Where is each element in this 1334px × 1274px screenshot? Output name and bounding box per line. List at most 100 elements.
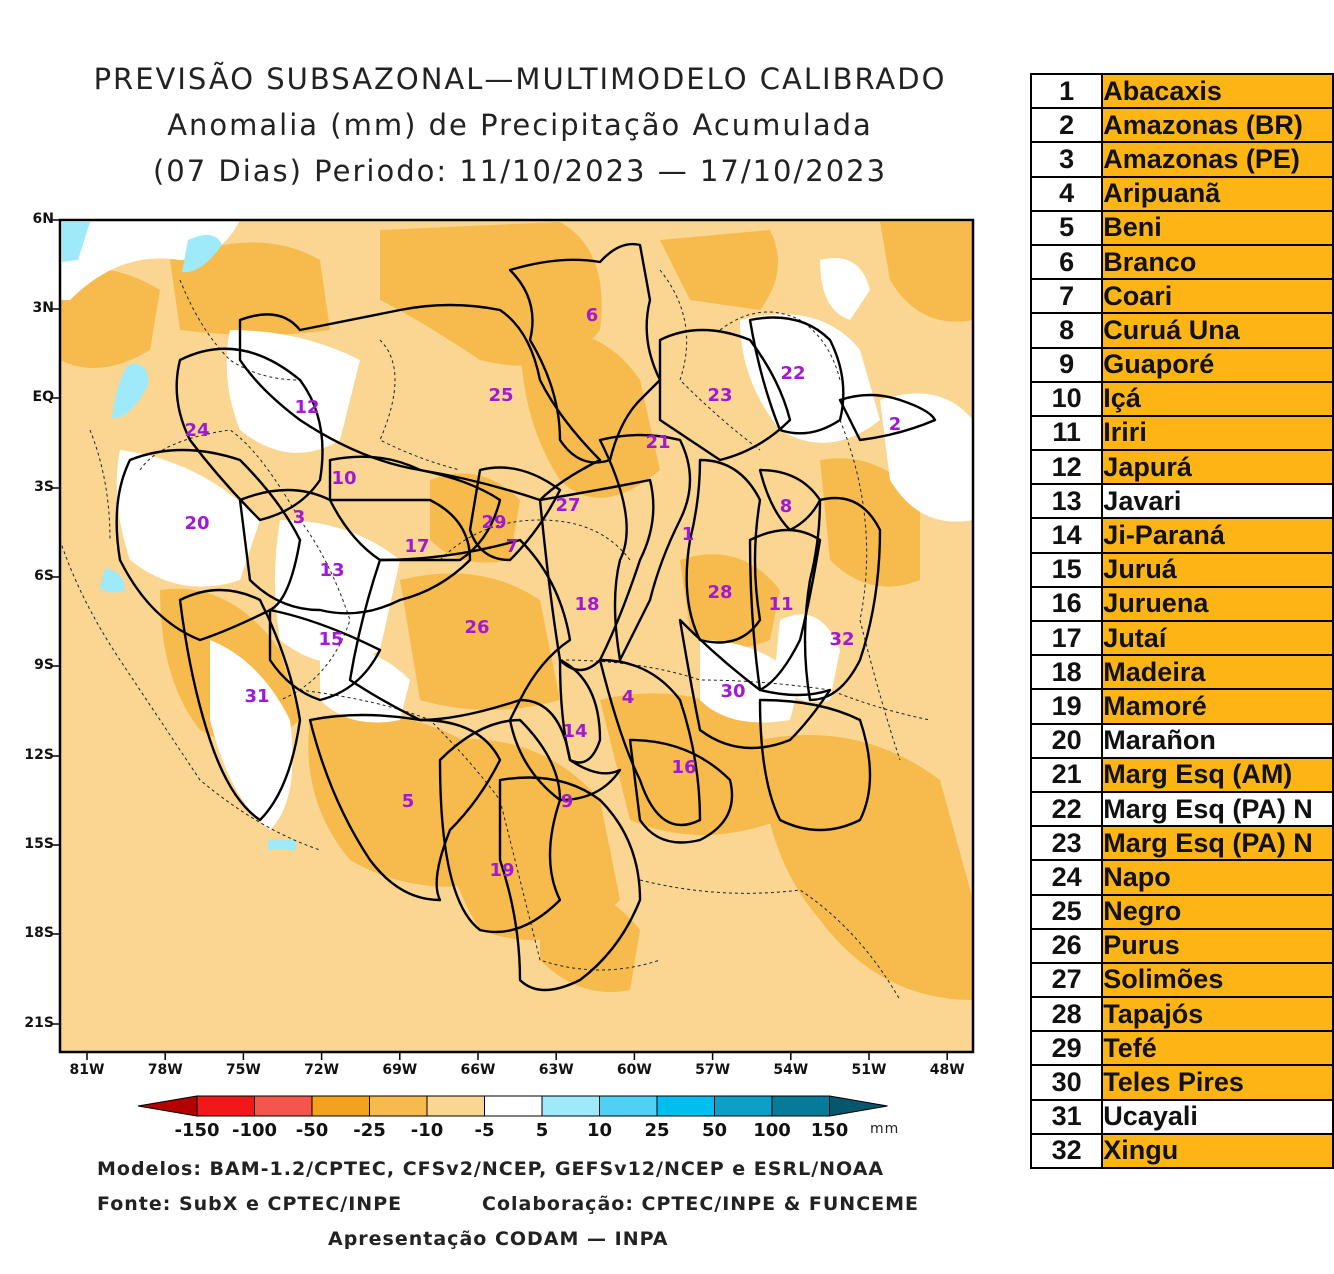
anomaly-neutral-areas [60, 220, 973, 830]
region-number-label: 29 [481, 512, 506, 533]
legend-number: 30 [1029, 1064, 1104, 1101]
colorbar-bin [656, 1095, 715, 1117]
legend-row: 30 Teles Pires [1029, 1064, 1334, 1101]
region-number-label: 3 [293, 507, 306, 528]
latitude-label: 3S [34, 479, 54, 495]
legend-row: 24 Napo [1029, 859, 1334, 896]
region-number-label: 28 [707, 582, 732, 603]
legend-basin-name: Ji-Paraná [1101, 517, 1334, 554]
legend-row: 6 Branco [1029, 243, 1334, 281]
anomaly-wet-areas [62, 222, 296, 850]
legend-row: 11 Iriri [1029, 414, 1334, 452]
legend-row: 3 Amazonas (PE) [1029, 141, 1334, 178]
colorbar-tick-label: -50 [295, 1120, 329, 1141]
colorbar-tick-label: 100 [753, 1120, 791, 1141]
legend-basin-name: Japurá [1101, 449, 1334, 486]
legend-number: 18 [1029, 654, 1104, 691]
legend-basin-name: Tapajós [1101, 996, 1334, 1033]
legend-number: 19 [1029, 688, 1104, 725]
colorbar-bin [714, 1095, 773, 1117]
legend-basin-name: Juruá [1101, 551, 1334, 588]
colorbar-bin [311, 1095, 370, 1117]
legend-basin-name: Amazonas (PE) [1101, 141, 1334, 178]
legend-basin-name: Beni [1101, 209, 1334, 246]
map-title-line3: (07 Dias) Periodo: 11/10/2023 — 17/10/20… [152, 154, 888, 188]
longitude-label: 69W [382, 1062, 418, 1078]
colorbar-bin [541, 1095, 600, 1117]
region-number-label: 23 [707, 385, 732, 406]
legend-number: 23 [1029, 825, 1104, 862]
legend-number: 26 [1029, 927, 1104, 964]
longitude-label: 60W [616, 1062, 652, 1078]
legend-number: 13 [1029, 483, 1104, 520]
region-number-label: 31 [244, 686, 269, 707]
legend-row: 16 Juruena [1029, 585, 1334, 623]
legend-number: 3 [1029, 141, 1104, 178]
colorbar-tick-label: 150 [810, 1120, 849, 1141]
map-title-line1: PREVISÃO SUBSAZONAL—MULTIMODELO CALIBRAD… [93, 62, 947, 96]
legend-row: 31 Ucayali [1029, 1098, 1334, 1135]
region-number-label: 26 [464, 617, 489, 638]
legend-basin-name: Coari [1101, 278, 1334, 315]
legend-number: 15 [1029, 551, 1104, 588]
longitude-label: 51W [851, 1062, 887, 1078]
legend-number: 25 [1029, 893, 1104, 930]
region-number-label: 12 [294, 397, 319, 418]
legend-row: 20 Marañon [1029, 722, 1334, 759]
colorbar-bin [426, 1095, 485, 1117]
legend-row: 23 Marg Esq (PA) N [1029, 825, 1334, 862]
map-frame [58, 218, 975, 1054]
latitude-label: 9S [34, 657, 54, 673]
anomaly-darker-areas [60, 222, 973, 1000]
colorbar-min-arrow [137, 1095, 198, 1117]
legend-row: 13 Javari [1029, 483, 1334, 520]
region-number-label: 32 [829, 629, 854, 650]
legend-row: 27 Solimões [1029, 961, 1334, 999]
legend-number: 29 [1029, 1030, 1104, 1067]
models-credit: Modelos: BAM-1.2/CPTEC, CFSv2/NCEP, GEFS… [97, 1158, 885, 1180]
latitude-label: 6N [32, 211, 54, 227]
legend-row: 5 Beni [1029, 209, 1334, 246]
legend-number: 27 [1029, 961, 1104, 999]
legend-number: 22 [1029, 790, 1104, 828]
region-number-label: 24 [184, 420, 209, 441]
colorbar-tick-label: 25 [644, 1120, 670, 1141]
presentation-credit: Apresentação CODAM — INPA [328, 1228, 669, 1250]
legend-basin-name: Amazonas (BR) [1101, 107, 1334, 144]
legend-basin-name: Marg Esq (AM) [1101, 756, 1334, 793]
longitude-label: 48W [929, 1062, 965, 1078]
region-number-label: 25 [488, 385, 513, 406]
legend-basin-name: Teles Pires [1101, 1064, 1334, 1101]
longitude-label: 81W [69, 1062, 105, 1078]
legend-row: 1 Abacaxis [1029, 72, 1334, 110]
legend-row: 26 Purus [1029, 927, 1334, 964]
legend-row: 8 Curuá Una [1029, 312, 1334, 349]
region-number-label: 2 [889, 414, 902, 435]
legend-row: 4 Aripuanã [1029, 175, 1334, 212]
colorbar-max-arrow [829, 1095, 888, 1117]
colorbar-tick-label: -150 [174, 1120, 220, 1141]
legend-basin-name: Iriri [1101, 414, 1334, 452]
colorbar [137, 1095, 888, 1117]
legend-row: 2 Amazonas (BR) [1029, 107, 1334, 144]
region-number-label: 4 [622, 687, 635, 708]
legend-number: 8 [1029, 312, 1104, 349]
region-number-label: 8 [780, 496, 793, 517]
legend-number: 24 [1029, 859, 1104, 896]
legend-row: 19 Mamoré [1029, 688, 1334, 725]
legend-number: 6 [1029, 243, 1104, 281]
longitude-label: 75W [225, 1062, 261, 1078]
region-number-label: 7 [506, 536, 519, 557]
legend-basin-name: Mamoré [1101, 688, 1334, 725]
legend-row: 32 Xingu [1029, 1132, 1334, 1170]
legend-row: 10 Içá [1029, 380, 1334, 417]
legend-number: 31 [1029, 1098, 1104, 1135]
colorbar-tick-label: -10 [410, 1120, 444, 1141]
precipitation-anomaly-map: 1234567891011121314151617181920212223242… [52, 218, 975, 1060]
region-number-label: 9 [561, 791, 574, 812]
legend-basin-name: Solimões [1101, 961, 1334, 999]
longitude-label: 66W [460, 1062, 496, 1078]
colorbar-bin [599, 1095, 658, 1117]
legend-number: 9 [1029, 346, 1104, 383]
legend-basin-name: Tefé [1101, 1030, 1334, 1067]
